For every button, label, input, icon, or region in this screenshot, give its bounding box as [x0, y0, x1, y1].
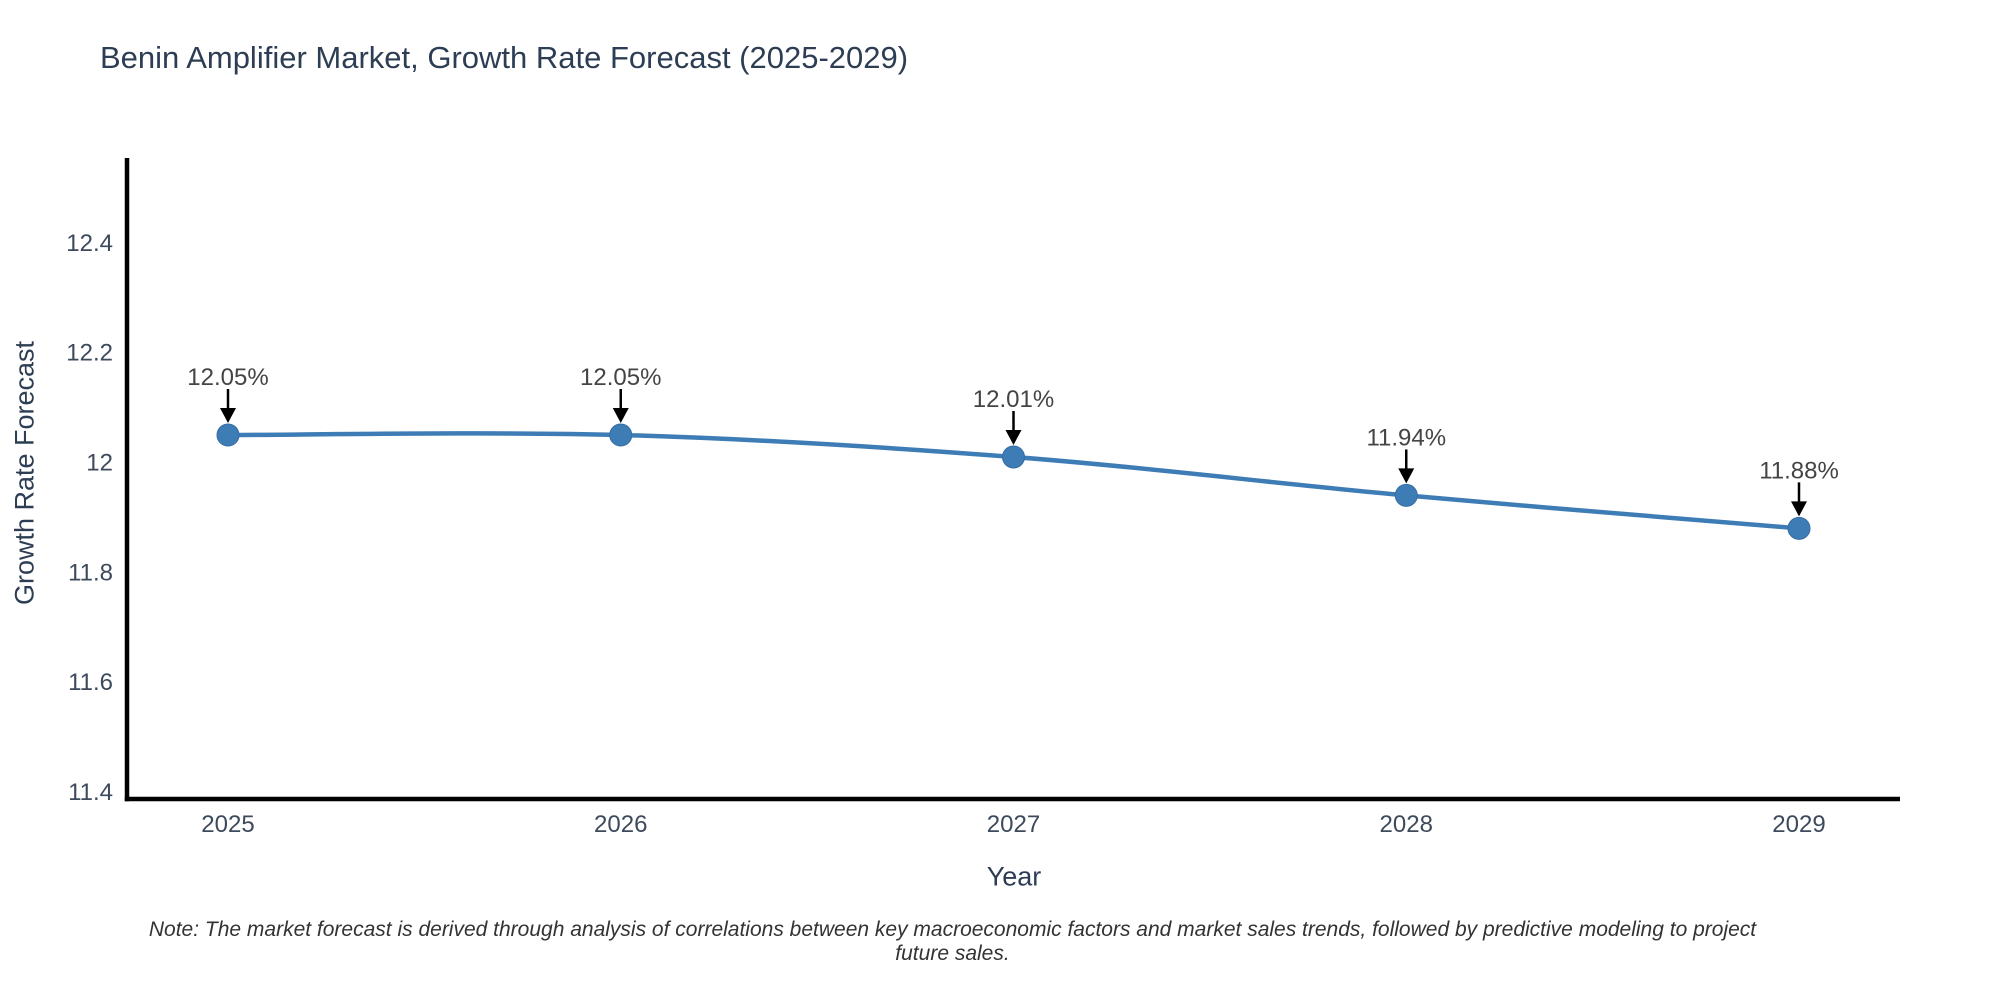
y-tick-label: 12 [86, 449, 113, 476]
annotation-label: 12.05% [580, 364, 661, 391]
data-point-marker[interactable] [216, 423, 240, 447]
annotation-label: 11.88% [1759, 457, 1839, 484]
y-tick-label: 12.2 [66, 340, 113, 367]
data-point-marker[interactable] [1002, 445, 1025, 469]
annotation-arrowhead [220, 408, 236, 424]
annotation-arrowhead [612, 408, 629, 424]
data-point-marker[interactable] [1787, 516, 1811, 540]
data-point-marker[interactable] [1394, 483, 1418, 507]
annotation-arrowhead [1398, 468, 1415, 484]
data-point-marker[interactable] [609, 423, 633, 447]
y-tick-label: 12.4 [66, 230, 113, 257]
y-tick-label: 11.6 [68, 669, 113, 696]
footnote: Note: The market forecast is derived thr… [148, 918, 1757, 965]
annotation-label: 11.94% [1366, 424, 1446, 451]
y-tick-label: 11.8 [68, 559, 113, 586]
x-tick-label: 2029 [1772, 811, 1825, 838]
annotation-label: 12.05% [187, 364, 268, 391]
x-axis-title: Year [986, 861, 1042, 892]
annotation-arrowhead [1005, 429, 1022, 445]
x-tick-label: 2025 [201, 811, 254, 838]
x-tick-label: 2028 [1380, 811, 1433, 838]
annotation-arrowhead [1791, 501, 1807, 517]
annotation-label: 12.01% [973, 386, 1054, 413]
x-tick-label: 2026 [594, 811, 647, 838]
chart-title: Benin Amplifier Market, Growth Rate Fore… [100, 40, 909, 75]
y-tick-label: 11.4 [68, 779, 113, 806]
x-tick-label: 2027 [987, 811, 1040, 838]
